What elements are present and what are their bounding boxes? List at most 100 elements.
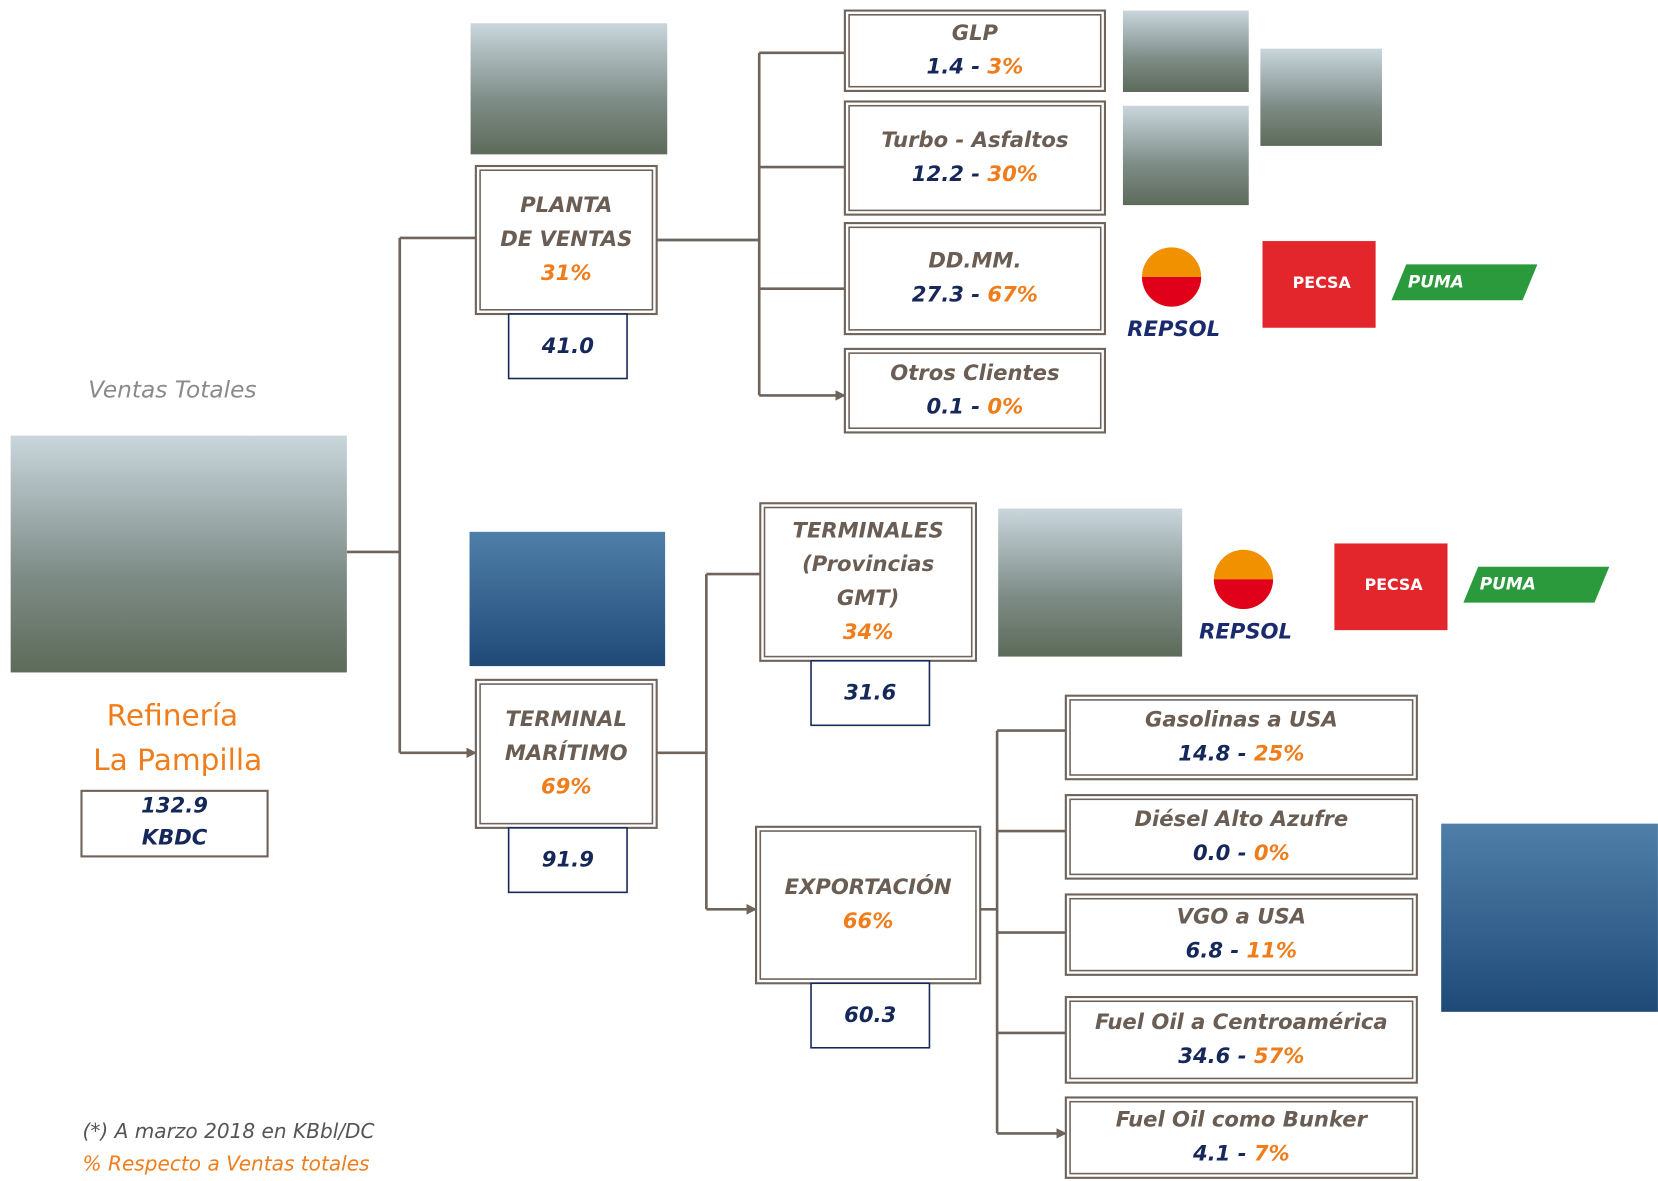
photo — [469, 531, 666, 667]
photo — [1260, 48, 1382, 146]
logo-bg — [1334, 543, 1448, 631]
separator: - — [964, 161, 987, 186]
leaf-values: 6.8 - 11% — [1186, 938, 1298, 963]
logo-text: PECSA — [1293, 273, 1352, 292]
box-inner — [1069, 897, 1414, 972]
connector — [656, 574, 708, 910]
leaf-value: 1.4 — [927, 54, 964, 79]
leaf-values: 4.1 - 7% — [1192, 1141, 1290, 1166]
leaf-label: Gasolinas a USA — [1145, 707, 1338, 732]
leaf-share: 57% — [1254, 1043, 1305, 1068]
volume: 60.3 — [844, 1002, 896, 1027]
logo-text: PUMA — [1408, 271, 1464, 291]
branch-label: MARÍTIMO — [505, 740, 628, 765]
volume: 91.9 — [542, 847, 594, 872]
leaf-value: 34.6 — [1178, 1043, 1230, 1068]
separator: - — [964, 282, 987, 307]
box — [1064, 1096, 1418, 1179]
separator: - — [1223, 938, 1246, 963]
connectors — [346, 51, 1066, 1134]
box — [1064, 694, 1418, 781]
branch-share: 34% — [843, 619, 894, 644]
leaf-values: 14.8 - 25% — [1178, 740, 1304, 765]
leaf-label: VGO a USA — [1177, 904, 1306, 929]
total-box — [80, 789, 269, 858]
logo-text: REPSOL — [1199, 618, 1292, 643]
logo-bg — [1391, 264, 1538, 301]
logo-text: PUMA — [1480, 574, 1536, 594]
leaf-values: 0.1 - 0% — [927, 394, 1024, 419]
separator: - — [1230, 1043, 1253, 1068]
volume: 41.0 — [541, 333, 594, 358]
branch-label: TERMINAL — [506, 706, 627, 731]
leaf-share: 3% — [987, 54, 1023, 79]
box-inner — [848, 352, 1102, 429]
leaf-share: 25% — [1254, 740, 1305, 765]
logo-mark — [1213, 579, 1274, 610]
leaf-label: DD.MM. — [928, 248, 1021, 273]
footnote: % Respecto a Ventas totales — [83, 1152, 371, 1176]
branch-label: DE VENTAS — [500, 226, 632, 251]
leaf-label: Fuel Oil como Bunker — [1116, 1107, 1369, 1132]
leaf-values: 0.0 - 0% — [1193, 840, 1290, 865]
total-unit: KBDC — [142, 824, 208, 849]
refinery-name: La Pampilla — [93, 743, 262, 777]
total: 132.9 — [141, 793, 208, 818]
arrow — [997, 729, 1066, 1134]
box-inner — [848, 104, 1102, 212]
caption: Ventas Totales — [88, 377, 256, 404]
branch-label: TERMINALES — [793, 517, 944, 542]
leaf-values: 27.3 - 67% — [912, 282, 1038, 307]
separator: - — [1230, 740, 1253, 765]
box — [474, 164, 658, 316]
refinery-name: Refinería — [107, 698, 239, 732]
box — [1064, 995, 1418, 1084]
leaf-values: 1.4 - 3% — [927, 54, 1024, 79]
arrow — [759, 51, 845, 396]
connector — [346, 237, 402, 753]
volume: 31.6 — [844, 680, 896, 705]
branch-label: PLANTA — [520, 192, 612, 217]
separator: - — [964, 394, 987, 419]
leaf-values: 34.6 - 57% — [1178, 1043, 1304, 1068]
branch-label: (Provincias — [802, 551, 934, 576]
logo-bg — [1463, 566, 1610, 603]
box — [754, 825, 982, 985]
box-inner — [479, 169, 654, 311]
leaf-share: 0% — [1254, 840, 1290, 865]
box-inner — [1069, 699, 1414, 776]
leaf-value: 0.0 — [1193, 840, 1230, 865]
volume-box — [810, 982, 931, 1049]
box-inner — [479, 683, 654, 825]
connector — [980, 730, 999, 1134]
box-inner — [763, 506, 973, 658]
separator: - — [964, 54, 987, 79]
photo — [1441, 823, 1658, 1012]
arrow — [399, 236, 476, 753]
leaf-share: 0% — [987, 394, 1023, 419]
arrow — [706, 572, 760, 909]
leaf-label: Otros Clientes — [890, 360, 1059, 385]
branch-share: 69% — [541, 774, 592, 799]
leaf-value: 0.1 — [927, 394, 964, 419]
box-inner — [1069, 798, 1414, 876]
connector — [656, 52, 761, 396]
leaf-value: 14.8 — [1178, 740, 1230, 765]
box-inner — [1069, 1000, 1414, 1080]
leaf-share: 30% — [987, 161, 1038, 186]
leaf-value: 27.3 — [912, 282, 964, 307]
photo — [470, 23, 668, 155]
branch-share: 66% — [843, 908, 894, 933]
separator: - — [1230, 1141, 1253, 1166]
leaf-value: 12.2 — [912, 161, 964, 186]
volume-box — [507, 313, 628, 380]
photo — [998, 508, 1183, 657]
box-inner — [848, 14, 1102, 88]
branch-label: EXPORTACIÓN — [785, 874, 952, 899]
box — [1064, 794, 1418, 880]
leaf-label: Turbo - Asfaltos — [881, 127, 1068, 152]
leaf-share: 67% — [987, 282, 1038, 307]
leaf-share: 7% — [1254, 1141, 1290, 1166]
leaf-value: 6.8 — [1186, 938, 1223, 963]
